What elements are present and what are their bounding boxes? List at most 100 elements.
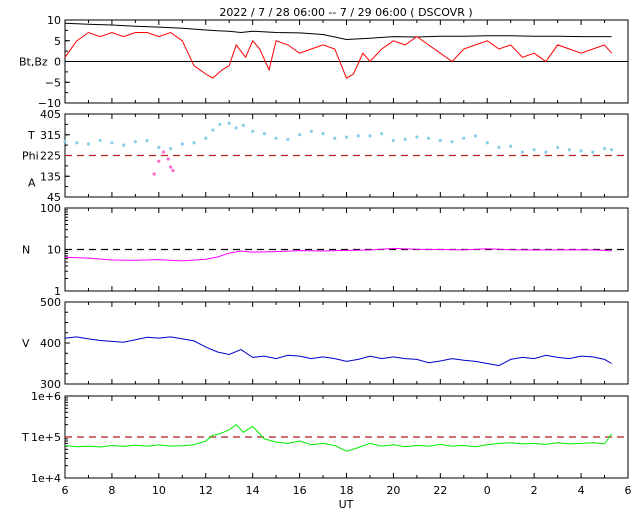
series-line [64, 424, 613, 452]
data-point [157, 159, 161, 163]
y-tick-label: 405 [40, 108, 61, 121]
x-tick-label: 6 [625, 484, 632, 497]
data-point [344, 135, 349, 139]
y-tick-label: 0 [54, 56, 61, 69]
data-point [609, 148, 614, 152]
data-point [241, 123, 245, 128]
data-point [427, 136, 431, 140]
y-tick-label: −10 [38, 97, 61, 110]
x-tick-label: 6 [62, 484, 69, 497]
data-point [403, 137, 407, 141]
y-axis-label: V [22, 337, 30, 350]
x-tick-label: 12 [199, 484, 213, 497]
data-point [234, 126, 238, 130]
x-tick-label: 18 [340, 484, 354, 497]
y-tick-label: 10 [47, 244, 61, 257]
y-axis-label: Bt,Bz [19, 56, 48, 69]
data-point [450, 140, 454, 144]
data-point [532, 148, 536, 152]
y-axis-label: N [22, 244, 30, 257]
data-point [368, 134, 372, 138]
x-tick-label: 2 [531, 484, 538, 497]
data-point [204, 136, 208, 140]
x-axis-label: UT [339, 498, 354, 511]
y-tick-label: 315 [40, 129, 61, 142]
data-point [75, 141, 79, 145]
y-tick-label: 1 [54, 285, 61, 298]
panel-angles: 405 315 225 135 45 T Phi A [22, 108, 629, 204]
data-point [152, 172, 156, 176]
panel-frame [64, 301, 629, 385]
y-tick-label: 500 [40, 296, 61, 309]
data-point [133, 140, 137, 144]
data-point [415, 135, 419, 139]
y-tick-label: 135 [40, 170, 61, 183]
x-tick-label: 20 [386, 484, 400, 497]
data-point [567, 148, 571, 152]
y-axis-label: T [27, 129, 35, 142]
series-line [64, 31, 612, 79]
data-point [309, 129, 313, 133]
x-tick-label: 10 [152, 484, 166, 497]
series-line [64, 336, 612, 367]
y-tick-label: 100 [40, 202, 61, 215]
data-point [63, 140, 67, 144]
chart-title: 2022 / 7 / 28 06:00 -- 7 / 29 06:00 ( DS… [219, 6, 472, 19]
data-point [556, 145, 560, 150]
series-line [64, 247, 612, 262]
x-tick-label: 22 [433, 484, 447, 497]
panel-speed: 500 400 300 V [22, 296, 629, 391]
y-tick-label: 1e+4 [31, 472, 61, 485]
data-point [509, 144, 513, 148]
data-point [579, 149, 583, 153]
data-point [321, 131, 325, 136]
y-tick-label: 45 [47, 191, 61, 204]
data-point [274, 136, 278, 140]
data-point [262, 131, 266, 136]
data-point [520, 150, 525, 154]
data-point [161, 150, 166, 154]
y-tick-label: 300 [40, 378, 61, 391]
data-point [297, 133, 302, 137]
y-tick-label: 225 [40, 150, 61, 163]
data-point [168, 146, 173, 151]
y-tick-label: 400 [40, 337, 61, 350]
data-point [591, 150, 595, 154]
panels-group: 10 5 0 −5 −10 Bt,Bz 405 315 225 135 45 T Phi A 100 10 1 N… [19, 14, 629, 485]
y-tick-label: 5 [54, 35, 61, 48]
y-axis-label: T [21, 431, 29, 444]
data-point [180, 142, 184, 146]
data-point [86, 142, 91, 146]
data-point [286, 137, 290, 141]
x-tick-label: 14 [246, 484, 260, 497]
data-point [171, 168, 175, 173]
y-tick-label: 10 [47, 14, 61, 27]
panel-mag: 10 5 0 −5 −10 Bt,Bz [19, 14, 629, 110]
x-tick-label: 0 [484, 484, 491, 497]
data-point [462, 136, 466, 140]
x-tick-label: 4 [578, 484, 585, 497]
data-point [485, 141, 489, 145]
series-points [152, 150, 175, 176]
data-point [473, 134, 478, 138]
data-point [98, 138, 102, 143]
data-point [166, 157, 170, 161]
data-point [110, 141, 114, 145]
y-tick-label: −5 [45, 76, 61, 89]
panel-temp: 1e+6 1e+5 1e+4 T [21, 390, 629, 485]
panel-density: 100 10 1 N [22, 202, 629, 298]
data-point [438, 138, 442, 143]
data-point [380, 131, 384, 136]
data-point [227, 121, 231, 125]
data-point [356, 134, 360, 138]
series-points [63, 121, 614, 154]
data-point [168, 165, 173, 169]
data-point [192, 141, 196, 145]
x-axis: 6 8 10 12 14 16 18 20 22 0 2 4 6 [62, 484, 632, 497]
series-line [64, 22, 612, 41]
data-point [391, 138, 396, 143]
y-tick-label: 1e+6 [31, 390, 61, 403]
x-tick-label: 8 [108, 484, 115, 497]
data-point [251, 129, 255, 133]
